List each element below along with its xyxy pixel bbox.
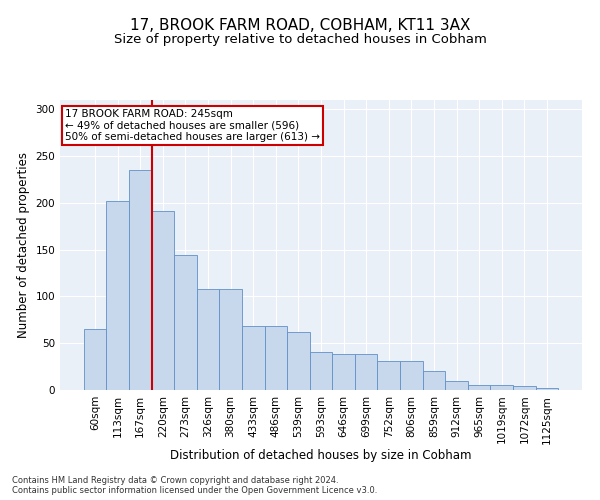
Bar [355, 354, 377, 390]
Text: 17 BROOK FARM ROAD: 245sqm
← 49% of detached houses are smaller (596)
50% of sem: 17 BROOK FARM ROAD: 245sqm ← 49% of deta… [65, 108, 320, 142]
Text: Size of property relative to detached houses in Cobham: Size of property relative to detached ho… [113, 32, 487, 46]
Bar [106, 201, 129, 390]
Bar [242, 326, 265, 390]
Bar [174, 256, 197, 390]
Bar [287, 332, 310, 390]
Bar [310, 352, 332, 390]
Bar [129, 170, 152, 390]
Bar [468, 386, 490, 390]
Bar [400, 361, 422, 390]
Bar [377, 361, 400, 390]
Bar [152, 212, 174, 390]
Text: Contains HM Land Registry data © Crown copyright and database right 2024.
Contai: Contains HM Land Registry data © Crown c… [12, 476, 377, 495]
Bar [422, 372, 445, 390]
X-axis label: Distribution of detached houses by size in Cobham: Distribution of detached houses by size … [170, 449, 472, 462]
Bar [445, 380, 468, 390]
Bar [265, 326, 287, 390]
Bar [197, 289, 220, 390]
Text: 17, BROOK FARM ROAD, COBHAM, KT11 3AX: 17, BROOK FARM ROAD, COBHAM, KT11 3AX [130, 18, 470, 32]
Bar [84, 329, 106, 390]
Bar [490, 386, 513, 390]
Bar [513, 386, 536, 390]
Y-axis label: Number of detached properties: Number of detached properties [17, 152, 30, 338]
Bar [220, 289, 242, 390]
Bar [332, 354, 355, 390]
Bar [536, 388, 558, 390]
